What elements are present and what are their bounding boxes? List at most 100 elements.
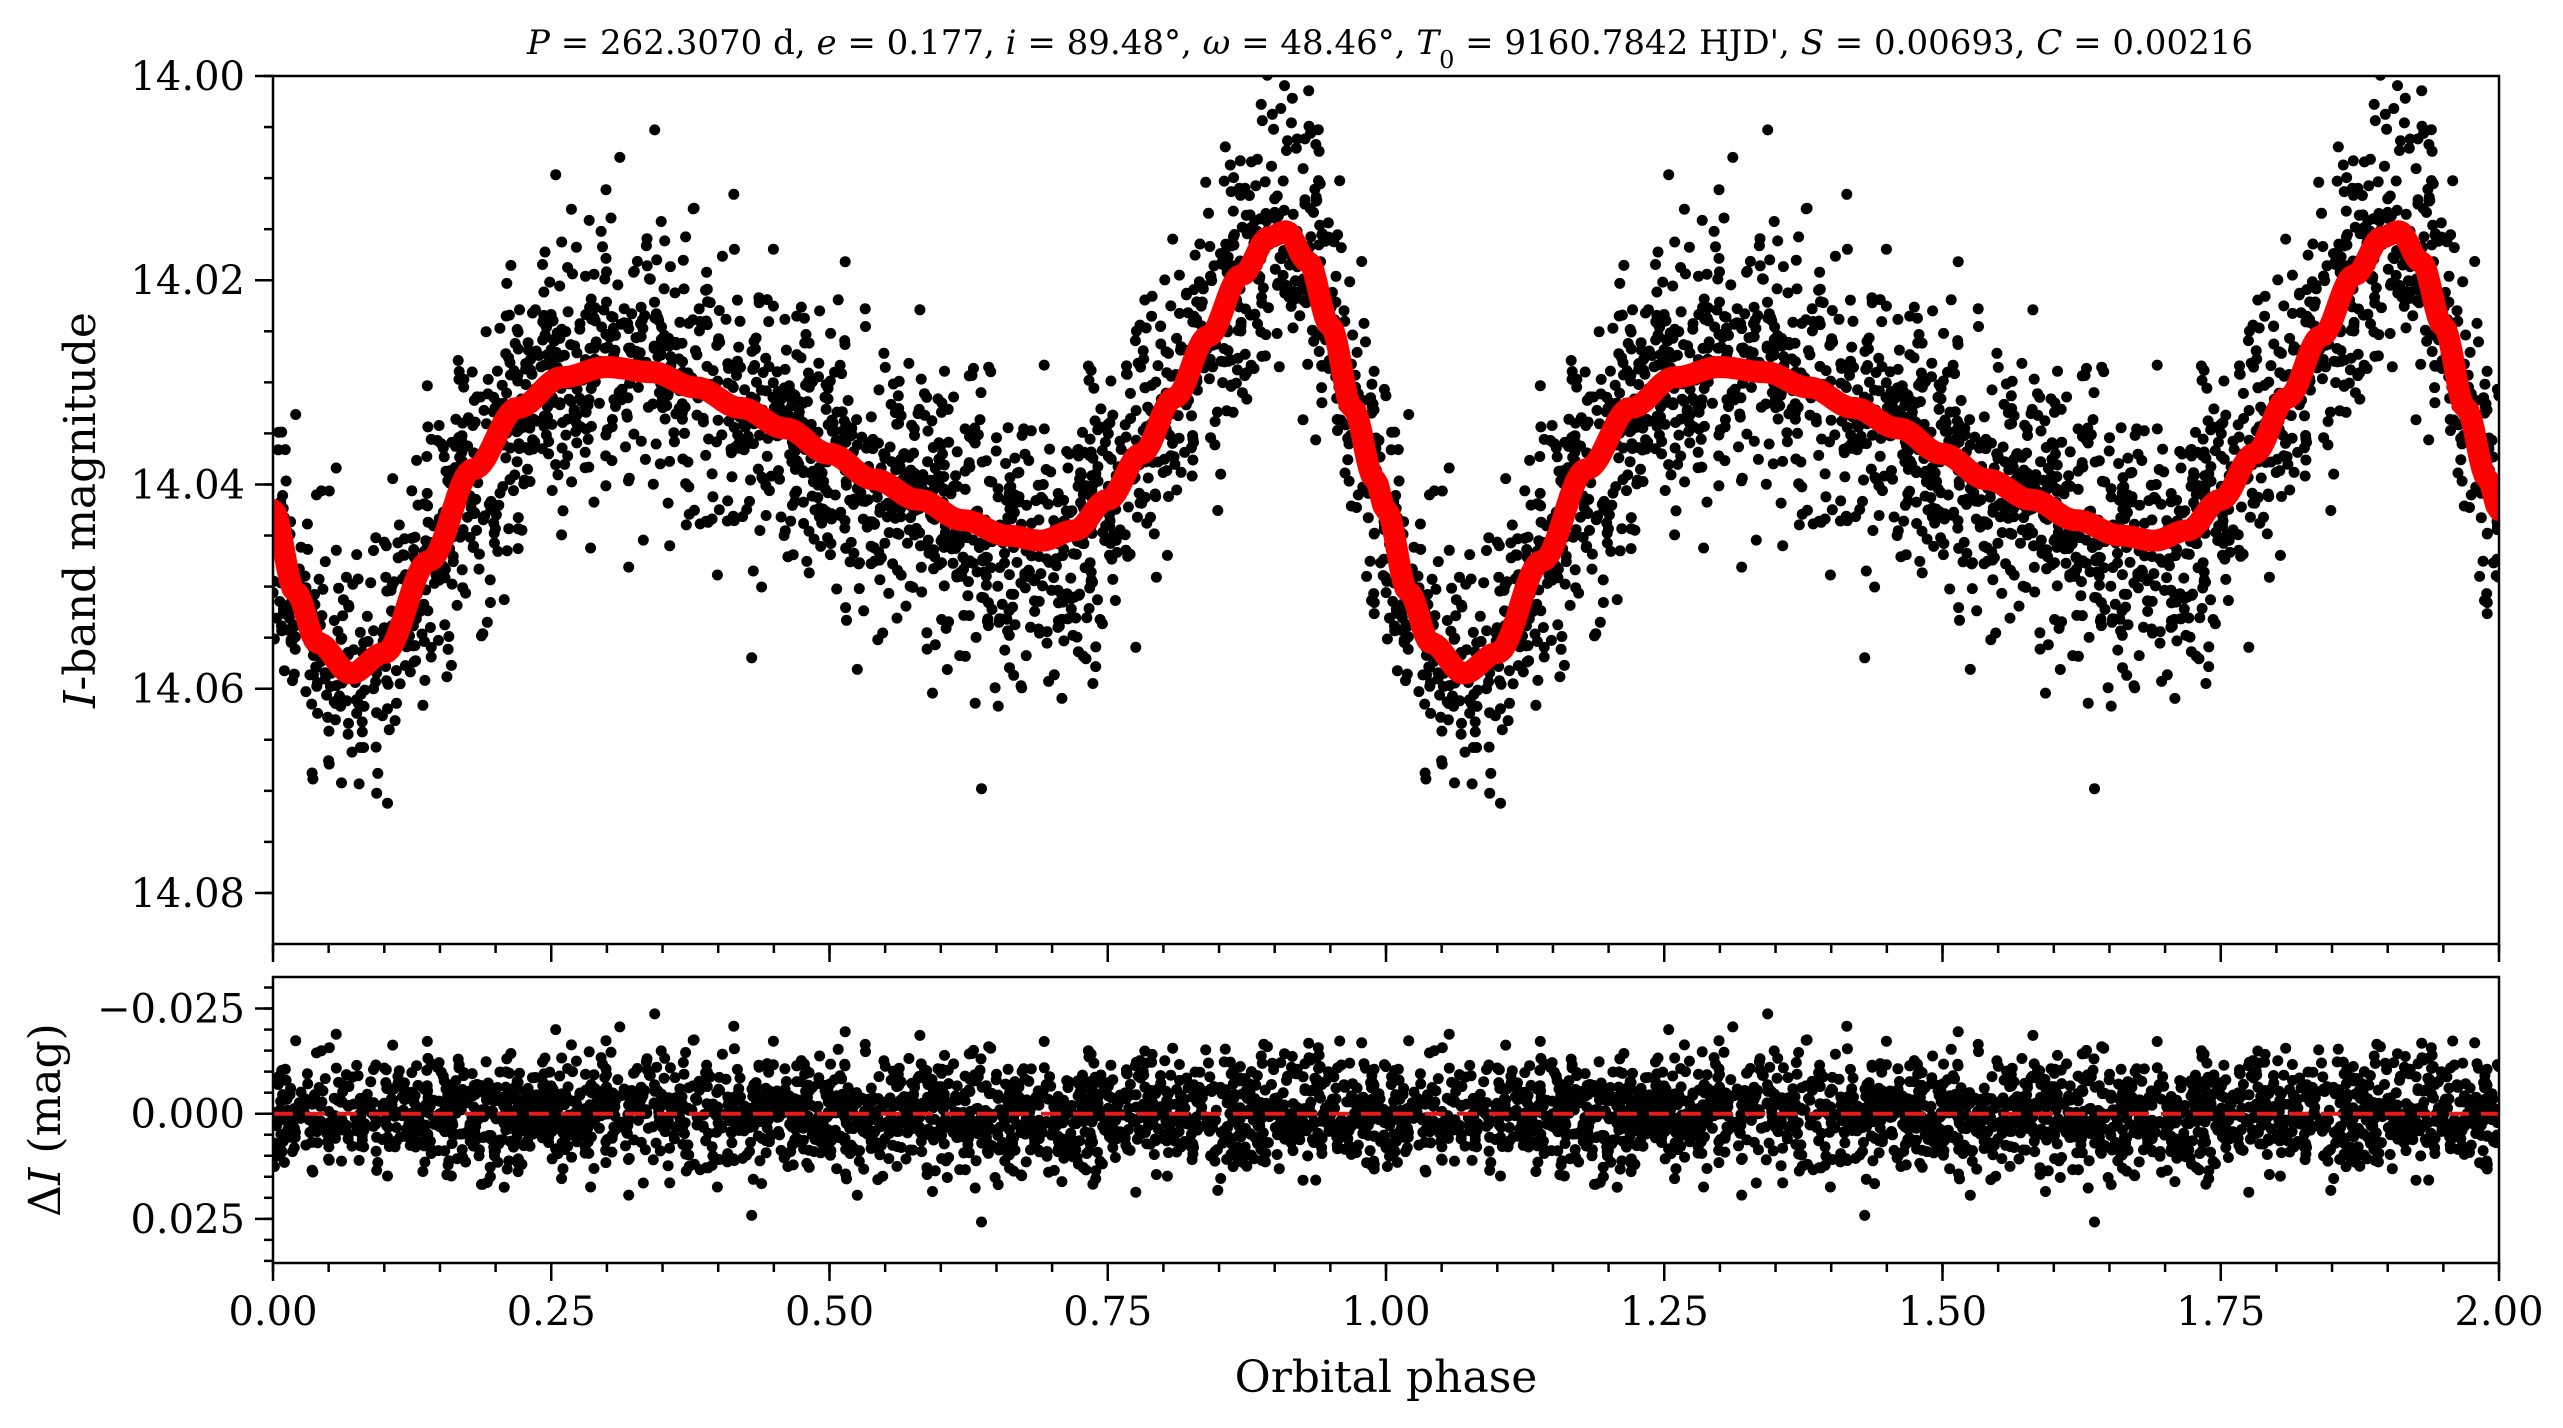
data-point [1752, 310, 1764, 321]
data-point [2234, 360, 2245, 372]
data-point [1056, 692, 1068, 704]
data-point [1279, 287, 1291, 299]
data-point [538, 420, 550, 432]
data-point [1718, 212, 1730, 224]
data-point [798, 518, 810, 529]
data-point [822, 419, 834, 431]
data-point [1607, 322, 1619, 334]
data-point [754, 429, 765, 441]
data-point [1801, 504, 1813, 516]
data-point [425, 641, 437, 653]
data-point [1077, 488, 1089, 500]
data-point [1124, 387, 1136, 399]
data-point [2368, 98, 2380, 110]
data-point [2491, 553, 2499, 565]
data-point [1590, 514, 1602, 526]
data-point [1443, 680, 1455, 692]
data-point [2054, 664, 2066, 675]
data-point [938, 471, 950, 483]
data-point [1613, 452, 1625, 464]
data-point [1150, 571, 1162, 583]
data-point [763, 316, 775, 328]
data-point [2302, 249, 2314, 261]
data-point [726, 380, 738, 392]
data-point [478, 404, 490, 416]
data-point [949, 480, 961, 492]
data-point [1736, 561, 1748, 573]
data-point [2481, 365, 2493, 377]
data-point [1558, 659, 1570, 671]
data-point [999, 644, 1011, 656]
data-point [567, 268, 578, 280]
data-point [2178, 572, 2190, 584]
data-point [2253, 322, 2265, 334]
data-point [1625, 512, 1637, 524]
data-point [312, 707, 324, 719]
data-point [1342, 454, 1354, 466]
data-point [848, 498, 859, 510]
data-point [565, 395, 577, 407]
data-point [834, 359, 846, 371]
data-point [2087, 414, 2099, 426]
data-point [936, 406, 947, 418]
data-point [2059, 543, 2071, 555]
data-point [701, 266, 713, 278]
data-point [588, 496, 600, 508]
data-point [775, 511, 787, 523]
data-point [2423, 195, 2435, 207]
data-point [1174, 307, 1185, 319]
data-point [701, 283, 713, 295]
data-point [1951, 415, 1963, 427]
data-point [1231, 364, 1243, 376]
data-point [554, 399, 566, 411]
data-point [614, 151, 626, 163]
data-point [922, 425, 934, 437]
y-tick-label: 14.04 [130, 462, 245, 508]
data-point [1436, 758, 1448, 770]
data-point [1302, 358, 1314, 370]
data-point [1218, 247, 1230, 258]
data-point [1640, 434, 1652, 446]
data-point [1800, 203, 1812, 215]
data-point [1305, 127, 1317, 139]
data-point [678, 283, 690, 295]
data-point [1252, 318, 1263, 330]
data-point [2051, 485, 2063, 497]
data-point [1071, 631, 1083, 643]
data-point [1748, 301, 1760, 313]
data-point [1250, 180, 1262, 192]
data-point [1857, 495, 1868, 507]
data-point [1902, 495, 1914, 507]
data-point [2282, 458, 2294, 470]
data-point [2234, 368, 2245, 380]
data-point [774, 473, 785, 485]
data-point [600, 184, 612, 196]
data-point [1194, 238, 1206, 250]
data-point [2105, 580, 2117, 592]
data-point [1712, 342, 1724, 354]
data-point [1332, 425, 1343, 436]
data-point [2178, 603, 2190, 615]
data-point [2412, 194, 2424, 206]
data-point [712, 414, 724, 426]
data-point [1191, 296, 1203, 308]
data-point [687, 203, 699, 215]
data-point [562, 306, 574, 318]
data-point [816, 467, 828, 479]
data-point [1933, 403, 1945, 415]
data-point [503, 523, 515, 535]
data-point [1256, 297, 1268, 309]
data-point [860, 321, 871, 332]
data-point [2340, 231, 2352, 243]
data-point [1713, 252, 1725, 264]
data-point [2049, 614, 2061, 625]
data-point [1948, 506, 1960, 518]
data-point [836, 406, 848, 418]
data-point [1891, 530, 1903, 541]
y-tick-label: 14.08 [130, 871, 245, 917]
data-point [2479, 400, 2491, 412]
data-point [2235, 501, 2247, 513]
residual-point [970, 1155, 982, 1167]
data-point [2385, 277, 2397, 289]
data-point [1610, 481, 1622, 493]
